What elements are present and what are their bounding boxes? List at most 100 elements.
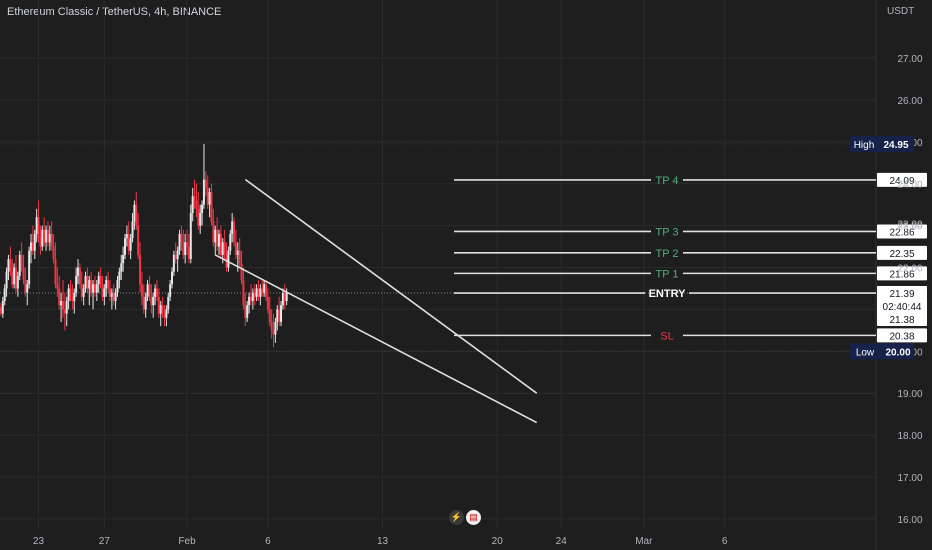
candle-body xyxy=(69,288,72,297)
candle-body xyxy=(206,187,209,205)
candle-body xyxy=(26,284,29,293)
candle-body xyxy=(155,288,158,297)
price-tick-label: 24.00 xyxy=(897,180,922,191)
bottom-icons: ⚡ ▤ xyxy=(449,510,481,525)
candle-body xyxy=(187,246,190,260)
price-tick-partial: 23.00 xyxy=(897,219,922,230)
price-tick-label: 19.00 xyxy=(897,389,922,400)
trendline-upper[interactable] xyxy=(244,178,538,394)
level-label-tp2: TP 2 xyxy=(655,248,678,260)
candle-body xyxy=(219,233,222,255)
candle-body xyxy=(218,233,220,247)
candle-body xyxy=(142,296,145,310)
candle-body xyxy=(261,288,264,293)
candle-body xyxy=(16,275,19,289)
candle-body xyxy=(112,292,115,302)
candle-body xyxy=(120,263,123,272)
candle-body xyxy=(195,200,198,209)
candle-body xyxy=(140,284,143,297)
candle-body xyxy=(257,288,260,297)
candle-body xyxy=(231,221,234,234)
candle-body xyxy=(41,229,44,247)
candle-body xyxy=(135,204,138,226)
candle-body xyxy=(65,301,68,314)
time-tick-label: 20 xyxy=(492,536,504,547)
candle-body xyxy=(199,213,202,226)
candle-body xyxy=(77,267,80,276)
candle-body xyxy=(266,296,269,310)
candle-body xyxy=(172,254,175,272)
price-tick-label: 23.00 xyxy=(897,222,922,233)
candle-body xyxy=(227,250,230,268)
candle-body xyxy=(253,292,256,297)
candle-body xyxy=(9,259,12,272)
candle-body xyxy=(212,221,215,243)
candle-body xyxy=(93,284,96,293)
time-tick-label: 24 xyxy=(556,536,568,547)
candle-body xyxy=(116,280,119,293)
candle-body xyxy=(24,280,27,293)
candle-body xyxy=(182,242,185,255)
time-tick-label: 6 xyxy=(722,536,728,547)
candle-body xyxy=(105,280,108,289)
candle-body xyxy=(31,242,34,251)
lightning-icon[interactable]: ⚡ xyxy=(449,510,464,525)
candle-body xyxy=(165,309,168,318)
candle-body xyxy=(249,296,252,302)
candle-body xyxy=(178,233,181,251)
candle-body xyxy=(229,233,232,251)
candle-body xyxy=(50,233,53,247)
candle-body xyxy=(99,275,102,285)
candle-body xyxy=(236,250,239,255)
candle-body xyxy=(137,225,140,255)
candle-body xyxy=(125,233,128,239)
candle-body xyxy=(58,288,61,306)
candle-body xyxy=(150,296,153,306)
trendline-lower[interactable] xyxy=(214,254,538,424)
candle-body xyxy=(176,250,179,260)
current-price-text: 21.39 xyxy=(889,289,914,300)
candle-body xyxy=(28,250,31,285)
candle-body xyxy=(110,292,113,297)
candle-body xyxy=(101,284,104,297)
candle-body xyxy=(33,233,36,251)
candle-body xyxy=(208,192,211,205)
level-label-tp1: TP 1 xyxy=(655,268,678,280)
candle-body xyxy=(221,242,224,255)
low-badge xyxy=(850,343,914,360)
candle-body xyxy=(184,242,187,255)
candle-body xyxy=(244,305,247,318)
price-tick-label: 16.00 xyxy=(897,515,922,526)
candle-body xyxy=(45,229,48,243)
candle-body xyxy=(169,284,172,297)
candle-body xyxy=(146,284,149,297)
candle-body xyxy=(56,284,59,289)
candle-body xyxy=(30,242,33,251)
candle-body xyxy=(73,292,76,302)
candle-body xyxy=(82,288,85,297)
candle-body xyxy=(251,292,254,302)
candle-body xyxy=(240,263,243,281)
candle-body xyxy=(118,271,121,281)
level-price-tag xyxy=(877,245,927,260)
high-badge-price: 24.95 xyxy=(883,140,908,151)
candle-body xyxy=(60,301,63,306)
level-label-entry: ENTRY xyxy=(649,288,687,300)
candle-body xyxy=(248,296,251,306)
candle-body xyxy=(103,288,106,297)
candle-body xyxy=(223,242,226,255)
current-price-tag xyxy=(877,286,927,315)
level-price-tag-text: 22.35 xyxy=(889,249,914,260)
low-badge-label: Low xyxy=(856,347,875,358)
level-label-tp3: TP 3 xyxy=(655,226,678,238)
candle-body xyxy=(180,233,183,243)
candle-body xyxy=(114,292,117,302)
candle-body xyxy=(107,280,110,289)
flag-icon[interactable]: ▤ xyxy=(466,510,481,525)
candle-body xyxy=(246,305,249,318)
candle-body xyxy=(270,321,273,331)
candle-body xyxy=(163,313,166,318)
low-badge-price: 20.00 xyxy=(885,347,910,358)
